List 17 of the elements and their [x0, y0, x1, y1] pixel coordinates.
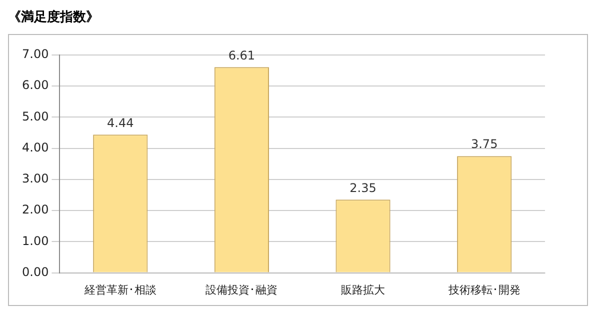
y-tick-label: 5.00 — [22, 109, 49, 124]
x-tick-label: 設備投資･融資 — [206, 283, 278, 296]
data-label: 2.35 — [350, 180, 376, 195]
y-tick-label: 7.00 — [22, 47, 49, 62]
x-tick-label: 販路拡大 — [341, 283, 386, 296]
y-tick-label: 2.00 — [22, 202, 49, 217]
y-tick-label: 6.00 — [22, 78, 49, 92]
data-label: 6.61 — [228, 48, 256, 62]
y-tick-label: 3.00 — [22, 172, 49, 186]
chart-title: 《満足度指数》 — [8, 8, 100, 26]
data-label: 3.75 — [470, 137, 498, 152]
y-tick-label: 4.00 — [22, 140, 49, 154]
x-tick-label: 技術移転･開発 — [447, 283, 520, 296]
y-tick-label: 1.00 — [22, 234, 49, 248]
y-tick-label: 0.00 — [22, 264, 49, 279]
x-tick-label: 経営革新･相談 — [83, 283, 156, 296]
data-label: 4.44 — [107, 116, 134, 130]
